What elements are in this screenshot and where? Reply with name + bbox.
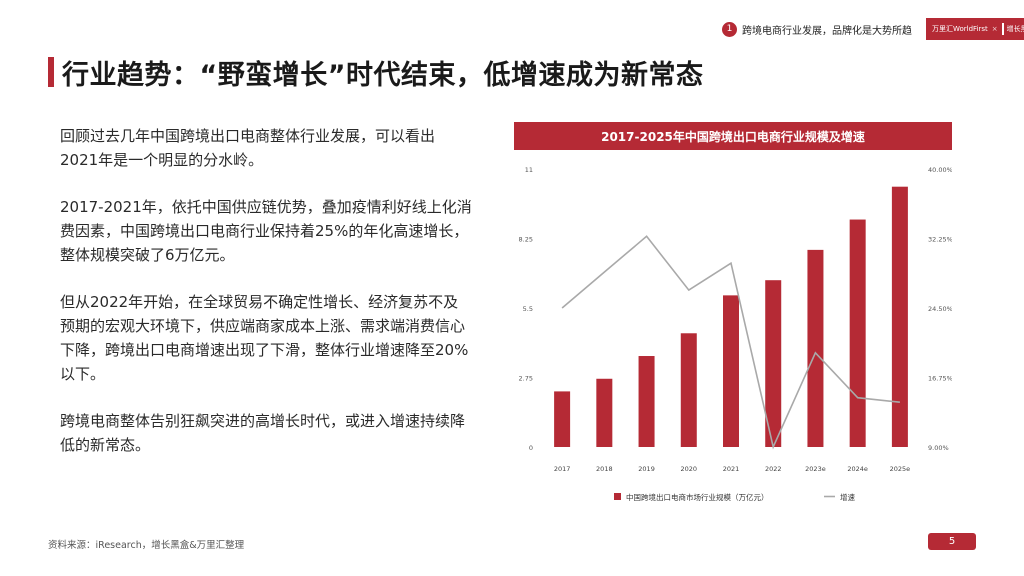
section-number-badge: 1 <box>722 21 737 37</box>
y-right-tick-label: 9.00% <box>928 444 949 452</box>
x-tick-label: 2022 <box>765 465 782 473</box>
bar <box>849 219 866 447</box>
y-left-tick-label: 11 <box>525 166 533 174</box>
x-tick-label: 2024e <box>847 465 868 473</box>
brand-separator: × <box>991 25 998 33</box>
bar <box>723 295 739 447</box>
bar <box>638 356 655 447</box>
bar <box>596 378 613 447</box>
bar <box>891 186 908 447</box>
y-right-tick-label: 32.25% <box>928 236 952 244</box>
y-left-tick-label: 2.75 <box>519 375 533 383</box>
source-note: 资料来源：iResearch，增长黑盒&万里汇整理 <box>48 540 245 551</box>
title-accent-bar <box>48 57 54 87</box>
paragraph: 2017-2021年，依托中国供应链优势，叠加疫情利好线上化消费因素，中国跨境出… <box>60 198 472 264</box>
paragraph: 但从2022年开始，在全球贸易不确定性增长、经济复苏不及预期的宏观大环境下，供应… <box>60 293 469 383</box>
paragraph: 跨境电商整体告别狂飙突进的高增长时代，或进入增速持续降低的新常态。 <box>60 412 466 454</box>
brand-logo: 万里汇WorldFirst × 增长黑盒 <box>926 18 1024 40</box>
growth-blackbox-logo-icon <box>1001 23 1004 35</box>
y-right-tick-label: 16.75% <box>928 375 952 383</box>
x-tick-label: 2020 <box>681 465 698 473</box>
bar <box>807 249 824 447</box>
y-left-tick-label: 8.25 <box>519 236 533 244</box>
paragraph: 回顾过去几年中国跨境出口电商整体行业发展，可以看出2021年是一个明显的分水岭。 <box>60 127 436 169</box>
brand-growth-blackbox: 增长黑盒 <box>1006 25 1024 33</box>
bar <box>680 333 697 447</box>
section-title: 跨境电商行业发展，品牌化是大势所趋 <box>742 25 912 37</box>
y-left-tick-label: 5.5 <box>523 305 533 313</box>
brand-worldfirst: 万里汇WorldFirst <box>932 25 988 33</box>
y-left-tick-label: 0 <box>529 444 533 452</box>
chart-title: 2017-2025年中国跨境出口电商行业规模及增速 <box>514 122 952 150</box>
page-number: 5 <box>928 533 976 550</box>
y-right-tick-label: 24.50% <box>928 305 952 313</box>
legend-swatch-bar <box>614 493 621 500</box>
x-tick-label: 2021 <box>723 465 740 473</box>
x-tick-label: 2025e <box>890 465 911 473</box>
body-text: 回顾过去几年中国跨境出口电商整体行业发展，可以看出2021年是一个明显的分水岭。… <box>60 124 472 480</box>
page-title: 行业趋势：“野蛮增长”时代结束，低增速成为新常态 <box>62 60 704 91</box>
chart-container: 0 2.75 5.5 8.25 11 9.00% 16.75% 24.50% 32.25% 40.… <box>514 122 952 522</box>
x-tick-label: 2023e <box>805 465 826 473</box>
y-right-tick-label: 40.00% <box>928 166 952 174</box>
bar <box>765 280 782 447</box>
x-tick-label: 2018 <box>596 465 613 473</box>
x-tick-label: 2019 <box>638 465 655 473</box>
growth-line <box>561 235 900 450</box>
legend-label-line: 增速 <box>840 492 855 502</box>
x-tick-label: 2017 <box>554 465 571 473</box>
legend-label-bar: 中国跨境出口电商市场行业规模（万亿元） <box>626 492 769 502</box>
bar <box>554 391 571 447</box>
top-bar: 1 跨境电商行业发展，品牌化是大势所趋 万里汇WorldFirst × 增长黑盒 <box>722 18 1024 40</box>
bar-line-chart: 0 2.75 5.5 8.25 11 9.00% 16.75% 24.50% 32.25% 40.… <box>519 166 952 502</box>
